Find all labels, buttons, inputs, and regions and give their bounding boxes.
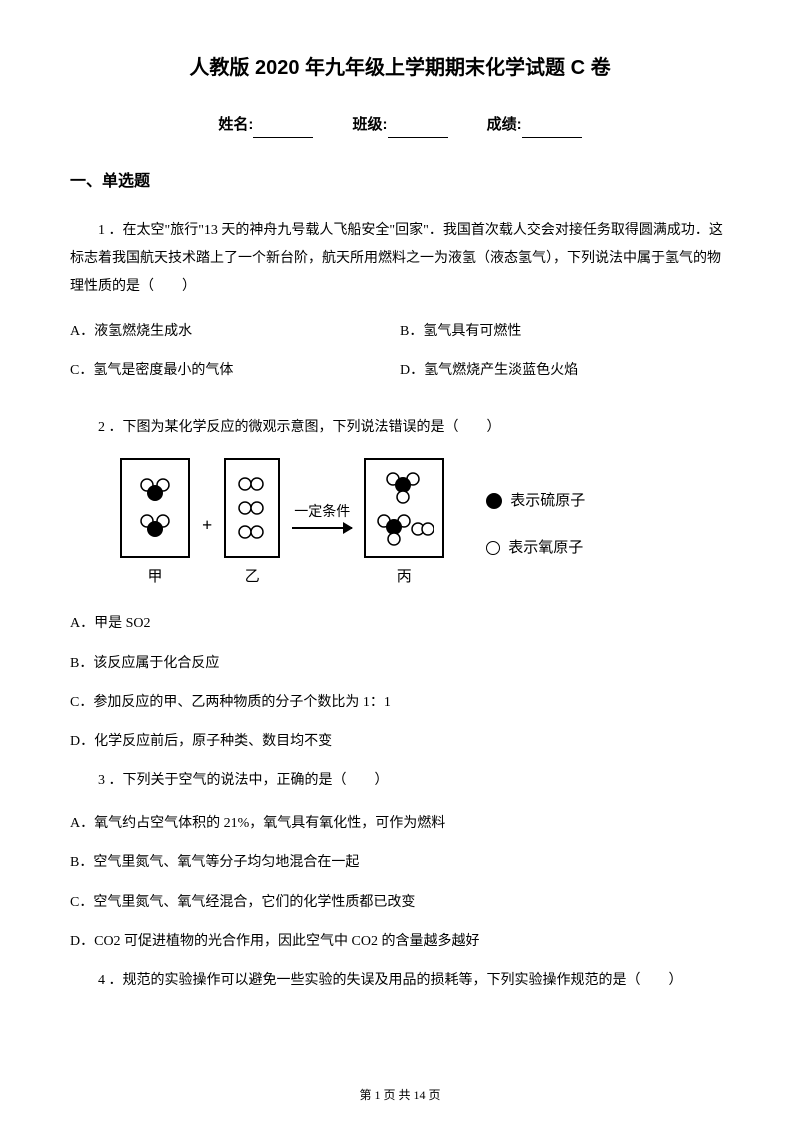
q1-optC: C．氢气是密度最小的气体 [70,358,400,383]
page-title: 人教版 2020 年九年级上学期期末化学试题 C 卷 [70,50,730,86]
legend-s-label: 表示硫原子 [510,488,585,515]
q1-optB: B．氢气具有可燃性 [400,319,730,344]
o2-molecule-icon [235,499,269,517]
q1-options: A．液氢燃烧生成水 B．氢气具有可燃性 C．氢气是密度最小的气体 D．氢气燃烧产… [70,319,730,397]
q3-text: 3 ．下列关于空气的说法中，正确的是（ ） [70,768,730,793]
legend-o-label: 表示氧原子 [508,535,583,562]
box2-label: 乙 [245,564,260,591]
q1-optD: D．氢气燃烧产生淡蓝色火焰 [400,358,730,383]
arrow-label: 一定条件 [294,500,350,525]
box3-label: 丙 [397,564,412,591]
arrow-icon [292,527,352,529]
so2-molecule-icon [135,511,175,541]
so3-plus-o2-icon [374,511,434,547]
oxygen-atom-icon [486,541,500,555]
q2-optA: A．甲是 SO2 [70,611,730,636]
box-bing: 丙 [364,458,444,591]
box-yi: 乙 [224,458,280,591]
q3-optB: B．空气里氮气、氧气等分子均匀地混合在一起 [70,850,730,875]
arrow: 一定条件 [292,500,352,549]
so3-molecule-icon [379,469,429,505]
info-row: 姓名: 班级: 成绩: [70,111,730,138]
sulfur-atom-icon [486,493,502,509]
q2-optD: D．化学反应前后，原子种类、数目均不变 [70,729,730,754]
q1-text: 1 ．在太空"旅行"13 天的神舟九号载人飞船安全"回家"．我国首次载人交会对接… [70,217,730,301]
class-blank[interactable] [388,122,448,138]
name-label: 姓名: [218,116,253,133]
q2-text: 2 ．下图为某化学反应的微观示意图，下列说法错误的是（ ） [70,415,730,440]
box1-label: 甲 [147,564,162,591]
o2-molecule-icon [235,523,269,541]
q3-optC: C．空气里氮气、氧气经混合，它们的化学性质都已改变 [70,890,730,915]
class-label: 班级: [353,116,388,133]
q2-options: A．甲是 SO2 B．该反应属于化合反应 C．参加反应的甲、乙两种物质的分子个数… [70,611,730,754]
q3-optA: A．氧气约占空气体积的 21%，氧气具有氧化性，可作为燃料 [70,811,730,836]
q2-optB: B．该反应属于化合反应 [70,651,730,676]
page-footer: 第 1 页 共 14 页 [0,1085,800,1107]
o2-molecule-icon [235,475,269,493]
plus-icon: + [202,509,212,541]
q3-optD: D．CO2 可促进植物的光合作用，因此空气中 CO2 的含量越多越好 [70,929,730,954]
box-jia: 甲 [120,458,190,591]
q3-options: A．氧气约占空气体积的 21%，氧气具有氧化性，可作为燃料 B．空气里氮气、氧气… [70,811,730,954]
so2-molecule-icon [135,475,175,505]
name-blank[interactable] [253,122,313,138]
q2-diagram: 甲 + 乙 一定条件 [120,458,730,591]
legend: 表示硫原子 表示氧原子 [486,488,585,562]
score-label: 成绩: [487,116,522,133]
q4-text: 4 ．规范的实验操作可以避免一些实验的失误及用品的损耗等，下列实验操作规范的是（… [70,968,730,993]
section-header: 一、单选题 [70,168,730,197]
score-blank[interactable] [522,122,582,138]
q1-optA: A．液氢燃烧生成水 [70,319,400,344]
q2-optC: C．参加反应的甲、乙两种物质的分子个数比为 1：1 [70,690,730,715]
